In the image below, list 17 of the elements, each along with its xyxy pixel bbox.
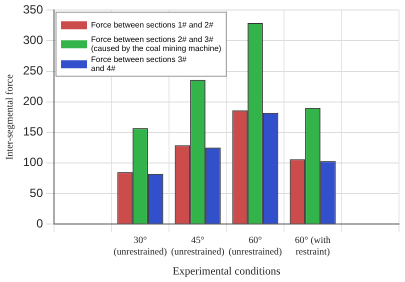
x-tick-label: 60° (with restraint) — [294, 236, 331, 258]
legend-label: Force between sections 3# and 4# — [91, 54, 188, 73]
y-tick-label: 50 — [30, 186, 44, 200]
y-axis-title: Inter-segmental force — [4, 74, 16, 160]
x-tick-label: 30° (unrestrained) — [114, 236, 167, 258]
y-tick-label: 250 — [22, 64, 44, 78]
y-tick-label: 350 — [22, 2, 44, 17]
legend-label: Force between sections 2# and 3# (caused by the coal mining machine) — [91, 34, 222, 53]
x-tick-label: 45° (unrestrained) — [171, 236, 224, 258]
y-tick-label: 150 — [22, 124, 44, 139]
y-tick-label: 100 — [22, 155, 44, 170]
y-tick-label: 200 — [22, 94, 44, 108]
legend-label: Force between sections 1# and 2# — [91, 20, 214, 30]
x-axis-title: Experimental conditions — [172, 265, 280, 278]
y-tick-label: 300 — [22, 33, 44, 48]
x-tick-label: 60° (unrestrained) — [228, 236, 282, 258]
y-tick-label: 0 — [36, 216, 44, 230]
